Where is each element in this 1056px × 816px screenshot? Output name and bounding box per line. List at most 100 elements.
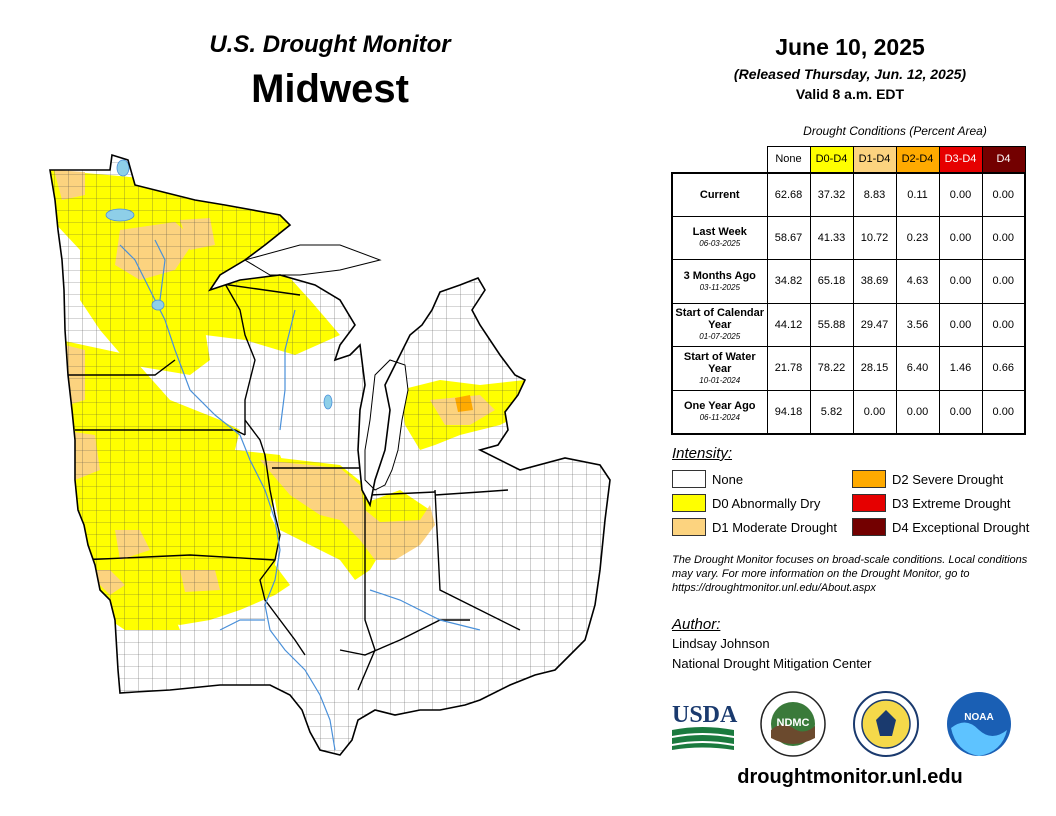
map-title: Midwest: [251, 67, 409, 111]
table-cell: 5.82: [809, 389, 854, 435]
table-cell: 37.32: [809, 171, 854, 217]
table-cell: 0.00: [981, 171, 1026, 217]
state-border-line: [79, 554, 276, 561]
river-line: [279, 309, 296, 431]
table-caption: Drought Conditions (Percent Area): [803, 124, 987, 138]
table-cell: 4.63: [895, 259, 940, 304]
lake-michigan: [364, 359, 409, 491]
state-border-line: [434, 489, 509, 496]
state-border-line: [434, 489, 521, 631]
table-cell: 0.23: [895, 215, 940, 260]
legend-swatch: [852, 518, 886, 536]
table-cell: 6.40: [895, 346, 940, 391]
legend-label: None: [712, 471, 744, 487]
river-line: [154, 239, 166, 301]
title-block: U.S. Drought Monitor Midwest: [150, 30, 510, 114]
disclaimer-note: The Drought Monitor focuses on broad-sca…: [672, 554, 1028, 594]
state-border-line: [357, 490, 376, 691]
table-cell: 0.00: [852, 389, 897, 435]
legend-item: D2 Severe Drought: [852, 470, 1003, 488]
table-cell: 21.78: [766, 346, 811, 391]
table-cell: 0.00: [981, 302, 1026, 347]
table-cell: 0.00: [938, 302, 983, 347]
row-label: Start of Calendar Year 01-07-2025: [671, 302, 768, 347]
table-row: Current 62.68 37.32 8.83 0.11 0.00 0.00: [671, 171, 1026, 217]
table-row: Start of Calendar Year 01-07-2025 44.12 5…: [671, 302, 1026, 347]
col-header-d1-d4: D1-D4: [852, 146, 897, 173]
table-cell: 0.00: [938, 171, 983, 217]
table-cell: 0.00: [938, 389, 983, 435]
table-cell: 0.00: [981, 389, 1026, 435]
noaa-logo[interactable]: NOAA: [947, 692, 1011, 756]
lake-woods: [116, 159, 130, 177]
col-header-d3-d4: D3-D4: [938, 146, 983, 173]
table-cell: 78.22: [809, 346, 854, 391]
table-cell: 44.12: [766, 302, 811, 347]
logos-row: USDA NDMC NOAA: [672, 691, 1011, 757]
table-cell: 28.15: [852, 346, 897, 391]
lake-superior: [243, 244, 382, 276]
author-name: Lindsay Johnson: [672, 636, 770, 651]
legend-label: D2 Severe Drought: [892, 471, 1004, 487]
table-cell: 0.11: [895, 171, 940, 217]
author-org: National Drought Mitigation Center: [672, 656, 872, 671]
row-label: One Year Ago 06-11-2024: [671, 389, 768, 435]
midwest-map-svg: [49, 154, 611, 756]
table-cell: 0.00: [895, 389, 940, 435]
drought-stats-table: None D0-D4 D1-D4 D2-D4 D3-D4 D4 Current …: [671, 146, 1026, 435]
river-line: [219, 619, 265, 631]
legend: None D0 Abnormally Dry D1 Moderate Droug…: [672, 470, 1042, 542]
legend-swatch: [852, 494, 886, 512]
legend-item: D4 Exceptional Drought: [852, 518, 1029, 536]
legend-swatch: [672, 518, 706, 536]
state-border-line: [221, 283, 301, 296]
valid-time: Valid 8 a.m. EDT: [795, 86, 905, 102]
legend-swatch: [672, 470, 706, 488]
legend-item: None: [672, 470, 743, 488]
table-cell: 1.46: [938, 346, 983, 391]
website-link[interactable]: droughtmonitor.unl.edu: [737, 766, 963, 788]
table-cell: 55.88: [809, 302, 854, 347]
table-cell: 8.83: [852, 171, 897, 217]
state-border-line: [75, 429, 246, 436]
table-cell: 29.47: [852, 302, 897, 347]
row-label: Current: [671, 171, 768, 217]
table-row: Start of Water Year 10-01-2024 21.78 78.2…: [671, 346, 1026, 391]
ndmc-logo[interactable]: NDMC: [760, 691, 826, 757]
row-label: 3 Months Ago 03-11-2025: [671, 259, 768, 304]
legend-label: D3 Extreme Drought: [892, 495, 1011, 511]
legend-label: D1 Moderate Drought: [712, 519, 838, 535]
table-cell: 0.00: [938, 259, 983, 304]
col-header-d2-d4: D2-D4: [895, 146, 940, 173]
table-cell: 38.69: [852, 259, 897, 304]
drought-map: [40, 150, 660, 775]
legend-swatch: [852, 470, 886, 488]
row-label: Last Week 06-03-2025: [671, 215, 768, 260]
state-border-line: [244, 419, 306, 656]
usda-logo-text: USDA: [672, 702, 738, 728]
map-date: June 10, 2025: [775, 34, 925, 60]
table-cell: 0.00: [981, 215, 1026, 260]
lake-winnebago: [323, 394, 333, 410]
table-cell: 10.72: [852, 215, 897, 260]
table-corner: [672, 147, 767, 173]
state-border-line: [219, 274, 256, 435]
usda-logo[interactable]: USDA: [672, 702, 738, 750]
col-header-d0-d4: D0-D4: [809, 146, 854, 173]
ndmc-logo-text: NDMC: [777, 717, 810, 729]
table-row: 3 Months Ago 03-11-2025 34.82 65.18 38.69…: [671, 259, 1026, 304]
lake-red: [105, 208, 135, 222]
legend-item: D3 Extreme Drought: [852, 494, 1011, 512]
table-cell: 0.00: [981, 259, 1026, 304]
date-block: June 10, 2025 (Released Thursday, Jun. 1…: [670, 32, 1030, 104]
author-label: Author:: [672, 616, 721, 633]
col-header-d4: D4: [981, 146, 1026, 173]
table-cell: 34.82: [766, 259, 811, 304]
state-border-line: [369, 491, 436, 496]
state-border-line: [339, 619, 470, 656]
noaa-logo-text: NOAA: [964, 712, 993, 723]
commerce-seal-icon[interactable]: [853, 691, 919, 757]
row-label: Start of Water Year 10-01-2024: [671, 346, 768, 391]
lake-mille-lacs: [151, 299, 165, 311]
release-date: (Released Thursday, Jun. 12, 2025): [733, 66, 967, 82]
